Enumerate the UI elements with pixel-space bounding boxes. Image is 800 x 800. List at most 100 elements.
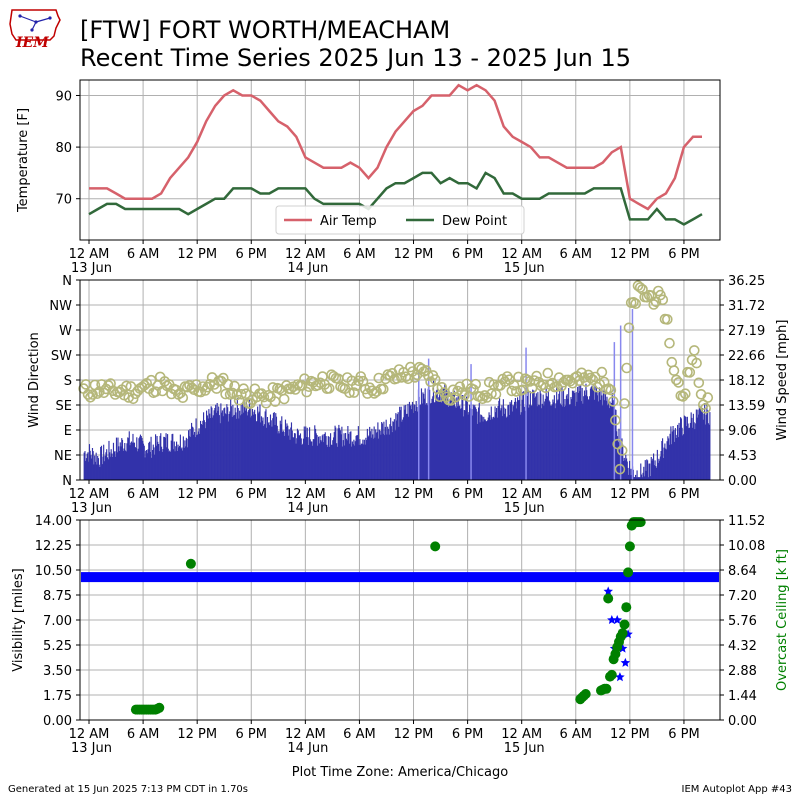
wind-speed-bar — [398, 426, 400, 480]
wind-speed-bar — [521, 399, 523, 480]
x-tick-label: 6 PM — [452, 487, 483, 502]
wind-speed-bar — [438, 392, 441, 480]
wind-speed-bar — [387, 428, 389, 480]
y-axis-label-left: Wind Direction — [27, 332, 42, 428]
wind-speed-bar — [115, 456, 117, 480]
wind-speed-bar — [296, 428, 299, 480]
wind-speed-bar — [494, 406, 496, 480]
wind-speed-bar — [568, 404, 571, 480]
y-tick-label-right: 8.64 — [728, 564, 757, 579]
wind-speed-bar — [543, 405, 545, 480]
wind-speed-bar — [696, 417, 698, 480]
wind-speed-bar — [541, 408, 543, 480]
wind-speed-bar — [249, 406, 251, 480]
y-tick-label-right: 5.76 — [728, 614, 757, 629]
wind-speed-bar — [590, 387, 592, 480]
wind-speed-bar — [391, 432, 393, 480]
wind-speed-bar — [109, 452, 111, 480]
wind-speed-bar — [604, 400, 606, 480]
wind-speed-bar — [459, 405, 461, 480]
wind-speed-bar — [198, 428, 200, 480]
chart-title: [FTW] FORT WORTH/MEACHAM — [80, 16, 451, 44]
wind-speed-bar — [286, 423, 288, 480]
wind-speed-bar — [261, 420, 263, 480]
ceiling-point — [154, 702, 165, 713]
wind-direction-point — [623, 322, 635, 334]
y-axis-label: Temperature [F] — [16, 108, 31, 213]
wind-speed-bar — [311, 441, 313, 480]
wind-speed-bar — [447, 406, 450, 480]
wind-speed-bar — [460, 408, 462, 480]
wind-speed-bar — [85, 460, 87, 480]
chart-subtitle: Recent Time Series 2025 Jun 13 - 2025 Ju… — [80, 44, 632, 72]
wind-speed-bar — [708, 424, 710, 480]
wind-speed-bar — [315, 428, 317, 480]
wind-speed-bar — [307, 437, 309, 480]
wind-speed-bar — [629, 468, 631, 480]
wind-speed-bar — [544, 401, 546, 480]
wind-speed-bar — [83, 452, 85, 480]
wind-speed-bar — [292, 437, 294, 480]
wind-speed-bar — [316, 435, 318, 480]
x-tick-date-label: 15 Jun — [504, 261, 545, 276]
wind-speed-bar — [287, 425, 289, 480]
wind-speed-bar — [635, 474, 637, 480]
wind-speed-bar — [610, 403, 612, 480]
wind-speed-bar — [556, 387, 558, 480]
wind-speed-bar — [293, 437, 295, 480]
wind-direction-point — [664, 337, 675, 349]
wind-speed-bar — [659, 456, 661, 480]
wind-speed-bar — [650, 457, 652, 480]
wind-speed-bar — [469, 404, 471, 480]
x-tick-label: 12 AM — [69, 247, 110, 262]
wind-speed-bar — [642, 472, 644, 480]
wind-speed-bar — [589, 396, 591, 480]
x-tick-date-label: 13 Jun — [71, 261, 112, 276]
wind-direction-point — [641, 291, 653, 303]
wind-speed-bar — [687, 423, 689, 480]
wind-speed-bar — [321, 435, 323, 480]
wind-speed-bar — [145, 450, 147, 480]
wind-speed-bar — [674, 428, 676, 480]
wind-speed-bar — [281, 432, 284, 480]
wind-speed-bar — [290, 422, 293, 480]
wind-speed-bar — [248, 410, 250, 480]
wind-speed-bar — [170, 452, 172, 480]
wind-direction-point — [94, 386, 105, 397]
wind-speed-bar — [688, 428, 690, 480]
wind-speed-bar — [667, 436, 669, 480]
wind-speed-bar — [236, 398, 238, 480]
wind-speed-bar — [666, 441, 668, 480]
wind-speed-bar — [437, 400, 439, 480]
wind-speed-bar — [310, 441, 312, 480]
wind-speed-bar — [508, 415, 510, 480]
wind-speed-bar — [369, 431, 371, 480]
wind-direction-point — [409, 372, 421, 383]
wind-speed-bar — [499, 410, 501, 480]
wind-speed-bar — [641, 474, 643, 480]
wind-speed-bar — [393, 422, 395, 480]
wind-speed-bar — [224, 413, 226, 480]
wind-speed-bar — [670, 426, 672, 480]
wind-speed-bar — [637, 477, 639, 480]
temperature-axes-frame — [79, 79, 721, 241]
y-tick-label-right: 18.12 — [728, 374, 765, 389]
x-tick-label: 12 PM — [177, 247, 217, 262]
wind-speed-bar — [308, 445, 310, 480]
wind-speed-bar — [424, 388, 426, 480]
wind-direction-point — [522, 374, 533, 386]
wind-speed-bar — [167, 448, 169, 480]
wind-speed-bar — [159, 435, 161, 480]
wind-speed-bar — [425, 404, 427, 480]
wind-speed-bar — [496, 408, 498, 480]
wind-speed-bar — [161, 446, 163, 480]
x-tick-label: 6 AM — [560, 247, 593, 262]
wind-direction-point — [195, 386, 207, 398]
y-tick-label-left: E — [64, 424, 72, 439]
wind-speed-bar — [129, 445, 131, 480]
wind-direction-point — [648, 299, 660, 310]
wind-direction-point — [150, 386, 161, 398]
wind-speed-bar — [146, 450, 148, 480]
wind-speed-bar — [523, 391, 525, 480]
wind-speed-bar — [523, 406, 525, 480]
